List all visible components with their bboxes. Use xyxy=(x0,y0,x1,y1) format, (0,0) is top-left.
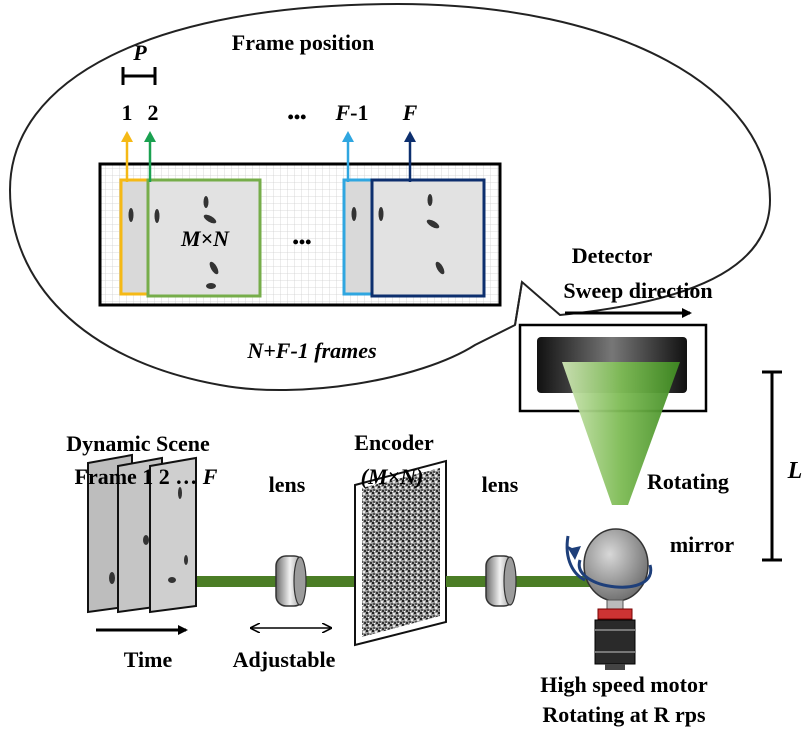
distance-bar xyxy=(762,370,782,562)
distance-label: L xyxy=(787,458,803,484)
rotating-mirror xyxy=(565,528,653,602)
motor-line1: High speed motor xyxy=(540,672,708,697)
frames-count-label: N+F-1 frames xyxy=(246,338,376,363)
frame-position-title: Frame position xyxy=(232,30,374,55)
lens2-label: lens xyxy=(482,472,519,497)
encoder-mask xyxy=(362,468,440,637)
encoder-title: Encoder xyxy=(354,430,434,455)
frame-1 xyxy=(119,178,153,296)
light-beam xyxy=(562,362,680,505)
lens-1 xyxy=(275,555,307,607)
frame-f-minus-1 xyxy=(342,178,376,296)
scene-frames xyxy=(87,453,197,614)
pitch-marker xyxy=(121,67,157,85)
mirror-line2: mirror xyxy=(670,532,735,557)
high-speed-motor xyxy=(594,599,636,670)
lens1-label: lens xyxy=(269,472,306,497)
position-2-label: 2 xyxy=(148,100,159,125)
pitch-label: P xyxy=(132,40,147,65)
position-f-label: F xyxy=(402,100,418,125)
adjustable-label: Adjustable xyxy=(233,647,336,672)
encoder-size: (M×N) xyxy=(361,464,424,489)
position-arrows xyxy=(121,131,416,182)
position-1-label: 1 xyxy=(122,100,133,125)
scene-line1: Dynamic Scene xyxy=(66,431,210,456)
sweep-direction-label: Sweep direction xyxy=(563,278,712,303)
optical-axis-2 xyxy=(446,576,486,587)
mirror-line1: Rotating xyxy=(647,469,729,494)
detector-title: Detector xyxy=(572,243,653,268)
position-f-minus-1-label: F-1 xyxy=(334,100,368,125)
frame-size-label: M×N xyxy=(180,226,230,251)
time-label: Time xyxy=(124,647,173,672)
motor-line2: Rotating at R rps xyxy=(542,702,706,727)
lens-2 xyxy=(485,555,517,607)
particles xyxy=(128,194,445,289)
frames-ellipsis: ••• xyxy=(293,232,312,252)
position-ellipsis: ••• xyxy=(288,107,307,127)
scene-line2: Frame 1 2 … F xyxy=(75,464,218,489)
